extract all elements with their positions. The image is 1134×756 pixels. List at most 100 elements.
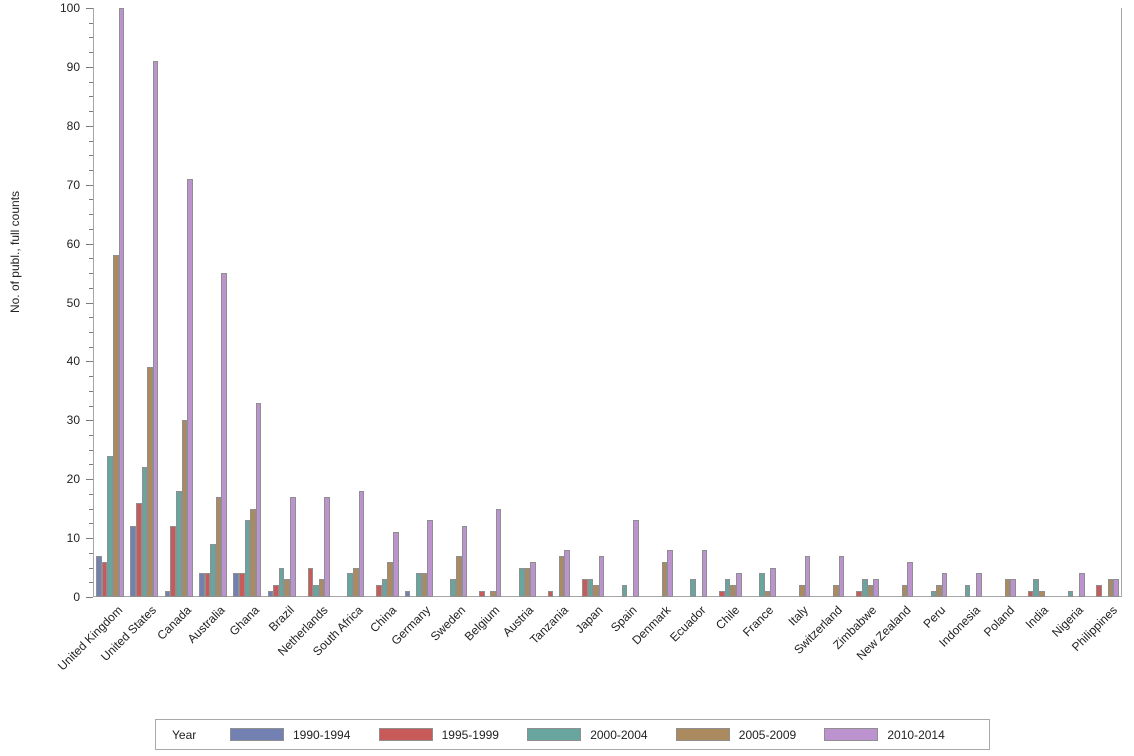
bar-2000-2004-ghana — [244, 520, 251, 597]
y-axis-line — [93, 8, 94, 597]
bar-2010-2014-brazil — [290, 496, 296, 597]
bar-2010-2014-poland — [1010, 579, 1016, 597]
bar-1995-1999-japan — [581, 579, 588, 597]
bar-2005-2009-austria — [524, 567, 531, 597]
bar-1995-1999-china — [376, 585, 382, 597]
bar-2005-2009-sweden — [455, 555, 462, 597]
y-minor-tick — [89, 273, 93, 275]
bar-2010-2014-denmark — [667, 549, 673, 597]
y-minor-tick — [89, 523, 93, 525]
y-minor-tick — [89, 493, 93, 495]
bar-2005-2009-united-kingdom — [112, 255, 119, 597]
bar-1995-1999-united-kingdom — [101, 561, 108, 597]
bar-1990-1994-australia — [199, 573, 205, 597]
bar-2005-2009-zimbabwe — [867, 585, 874, 597]
bar-2010-2014-france — [770, 567, 776, 597]
bar-2005-2009-france — [764, 591, 771, 597]
bar-1995-1999-india — [1027, 591, 1034, 597]
bar-2000-2004-peru — [930, 591, 937, 597]
bar-2000-2004-indonesia — [964, 585, 971, 597]
bar-2000-2004-zimbabwe — [861, 579, 868, 597]
bar-2010-2014-tanzania — [564, 549, 571, 597]
bar-2005-2009-china — [387, 561, 393, 597]
bar-1995-1999-ghana — [238, 573, 245, 597]
legend-items: 1990-1994 1995-1999 2000-2004 2005-2009 2010… — [230, 728, 973, 742]
legend-swatch-2010-2014 — [824, 728, 879, 741]
bar-2010-2014-new-zealand — [907, 561, 914, 597]
bar-2000-2004-australia — [210, 543, 216, 597]
bar-2005-2009-tanzania — [558, 555, 565, 597]
y-minor-tick — [89, 228, 93, 230]
y-major-tick — [86, 597, 93, 598]
y-major-tick — [86, 361, 93, 363]
bar-2010-2014-australia — [221, 273, 228, 597]
bar-2000-2004-canada — [175, 490, 182, 597]
y-tick-label: 40 — [66, 354, 80, 369]
y-minor-tick — [89, 37, 93, 39]
y-tick-label: 90 — [66, 59, 80, 74]
y-minor-tick — [89, 214, 93, 216]
bar-2010-2014-united-kingdom — [118, 8, 125, 597]
legend-entry-2010-2014: 2010-2014 — [824, 728, 973, 742]
bar-1995-1999-chile — [719, 591, 725, 597]
bar-2010-2014-ecuador — [701, 549, 708, 597]
bar-2000-2004-india — [1033, 579, 1040, 597]
y-minor-tick — [89, 155, 93, 157]
bar-2005-2009-chile — [730, 585, 736, 597]
bar-2005-2009-poland — [1004, 579, 1011, 597]
bar-2000-2004-united-states — [141, 467, 148, 597]
y-major-tick — [86, 66, 93, 68]
bar-2000-2004-austria — [518, 567, 525, 597]
bar-2010-2014-chile — [735, 573, 742, 597]
bar-2005-2009-south-africa — [353, 567, 359, 597]
y-major-tick — [86, 538, 93, 540]
bar-1990-1994-united-states — [130, 526, 137, 597]
bar-2000-2004-sweden — [450, 579, 456, 597]
bar-2005-2009-united-states — [147, 367, 153, 597]
bar-1995-1999-australia — [204, 573, 211, 597]
bar-2010-2014-canada — [187, 178, 193, 597]
y-minor-tick — [89, 140, 93, 142]
legend-swatch-1995-1999 — [378, 728, 433, 741]
y-minor-tick — [89, 508, 93, 510]
y-minor-tick — [89, 582, 93, 584]
bar-2005-2009-netherlands — [318, 579, 325, 597]
bar-1990-1994-canada — [164, 591, 171, 597]
bar-2005-2009-peru — [936, 585, 942, 597]
bar-1995-1999-canada — [170, 526, 176, 597]
bar-2000-2004-nigeria — [1067, 591, 1074, 597]
y-major-tick — [86, 302, 93, 304]
legend-title: Year — [172, 727, 197, 742]
bar-2005-2009-india — [1039, 591, 1045, 597]
y-major-tick — [86, 8, 93, 9]
bar-2005-2009-ghana — [250, 508, 256, 597]
y-minor-tick — [89, 81, 93, 83]
bar-2010-2014-netherlands — [324, 496, 330, 597]
bar-2010-2014-peru — [941, 573, 948, 597]
y-minor-tick — [89, 449, 93, 451]
legend-swatch-2000-2004 — [527, 728, 582, 741]
y-tick-label: 0 — [73, 590, 80, 604]
bar-1990-1994-ghana — [233, 573, 239, 597]
legend-entry-1995-1999: 1995-1999 — [378, 728, 528, 742]
bar-1995-1999-tanzania — [547, 591, 554, 597]
y-tick-label: 50 — [66, 295, 80, 310]
bar-2010-2014-south-africa — [358, 490, 365, 597]
bar-2005-2009-switzerland — [833, 585, 839, 597]
legend-label: 2010-2014 — [887, 727, 945, 742]
plot-area — [93, 8, 1122, 597]
y-minor-tick — [89, 464, 93, 466]
bar-2000-2004-netherlands — [313, 585, 319, 597]
y-minor-tick — [89, 435, 93, 437]
bar-2010-2014-nigeria — [1078, 573, 1085, 597]
y-tick-label: 80 — [66, 118, 80, 133]
y-minor-tick — [89, 111, 93, 113]
y-major-tick — [86, 184, 93, 186]
legend-label: 2005-2009 — [738, 727, 797, 742]
bar-2000-2004-spain — [621, 585, 628, 597]
bar-2010-2014-united-states — [152, 61, 159, 597]
y-minor-tick — [89, 567, 93, 569]
y-tick-label: 70 — [66, 177, 80, 192]
y-minor-tick — [89, 331, 93, 333]
bar-2005-2009-germany — [421, 573, 428, 597]
